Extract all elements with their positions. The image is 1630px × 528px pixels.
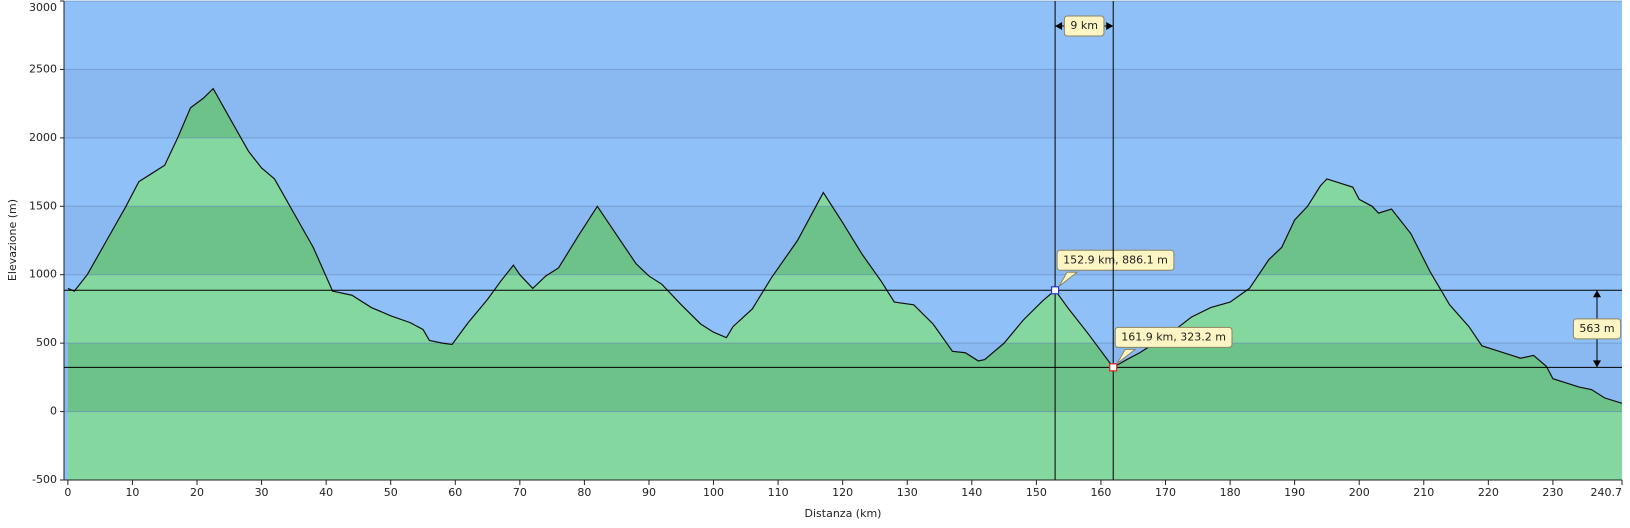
x-tick-label: 240.7 [1591, 486, 1623, 499]
y-tick-label: 3000 [29, 1, 57, 14]
x-tick-label: 180 [1220, 486, 1241, 499]
x-tick-label: 150 [1026, 486, 1047, 499]
ground-band [67, 274, 1622, 344]
x-tick-label: 200 [1349, 486, 1370, 499]
cursor-label: 161.9 km, 323.2 m [1121, 330, 1226, 343]
ground-band [67, 411, 1622, 480]
x-tick-label: 130 [897, 486, 918, 499]
y-tick-label: 2500 [29, 62, 57, 75]
x-tick-label: 160 [1090, 486, 1111, 499]
cursor-label-box [1056, 249, 1175, 271]
x-tick-label: 110 [768, 486, 789, 499]
x-tick-label: 230 [1542, 486, 1563, 499]
y-tick-label: 1500 [29, 199, 57, 212]
x-tick-label: 50 [384, 486, 398, 499]
x-tick-label: 90 [642, 486, 656, 499]
y-tick-label: 1000 [29, 268, 57, 281]
sky-band [64, 1, 1622, 70]
x-tick-label: 170 [1155, 486, 1176, 499]
sky-band [64, 69, 1622, 138]
x-axis-title: Distanza (km) [805, 507, 882, 520]
distance-label-box [1063, 15, 1105, 37]
callout-pointer [1116, 348, 1137, 364]
callout-pointer [1058, 271, 1079, 287]
ground-band [67, 343, 1622, 412]
x-tick-label: 30 [255, 486, 269, 499]
y-tick-label: 0 [50, 405, 57, 418]
x-tick-label: 190 [1284, 486, 1305, 499]
x-tick-label: 220 [1478, 486, 1499, 499]
x-tick-label: 40 [319, 486, 333, 499]
distance-label: 9 km [1070, 19, 1098, 32]
x-tick-label: 100 [703, 486, 724, 499]
cursor-point [1109, 363, 1118, 372]
elevation-label-box [1572, 318, 1622, 340]
x-tick-label: 20 [190, 486, 204, 499]
sky-band [64, 137, 1622, 207]
x-tick-label: 120 [832, 486, 853, 499]
y-tick-label: 2000 [29, 131, 57, 144]
cursor-point [1051, 286, 1060, 295]
y-tick-label: 500 [36, 336, 57, 349]
y-tick-label: -500 [32, 473, 57, 486]
x-tick-label: 210 [1413, 486, 1434, 499]
x-tick-label: 0 [64, 486, 71, 499]
cursor-label: 152.9 km, 886.1 m [1063, 253, 1168, 266]
elevation-line [67, 87, 1623, 404]
arrow-head [1055, 22, 1114, 30]
cursor-label-box [1114, 326, 1233, 348]
x-tick-label: 80 [577, 486, 591, 499]
x-tick-label: 10 [125, 486, 139, 499]
elevation-label: 563 m [1579, 322, 1614, 335]
x-tick-label: 140 [961, 486, 982, 499]
x-tick-label: 60 [448, 486, 462, 499]
x-tick-label: 70 [513, 486, 527, 499]
y-axis-title: Elevazione (m) [6, 199, 19, 281]
